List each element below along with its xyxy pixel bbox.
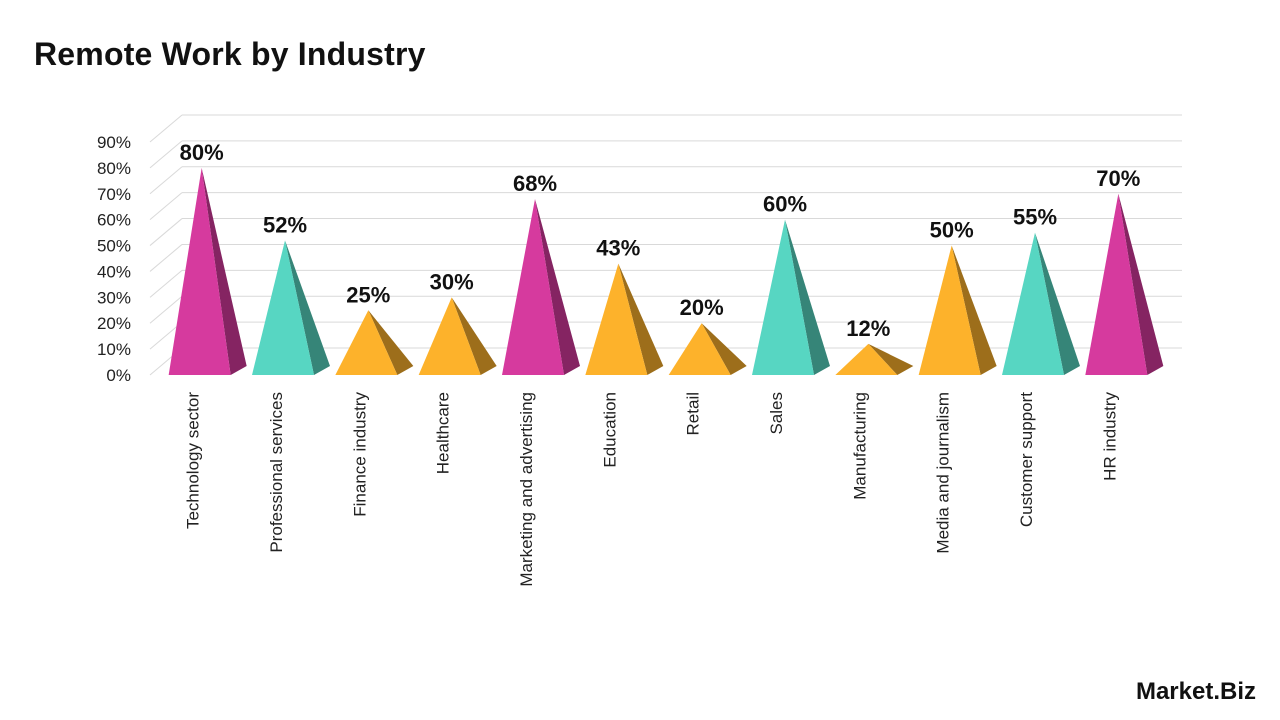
value-label: 60% <box>763 192 807 217</box>
pyramid-bar <box>502 198 580 375</box>
category-labels-layer: Technology sector Professional services Fi… <box>184 392 1120 587</box>
gridline-diagonal <box>149 114 183 143</box>
category-label: Media and journalism <box>934 392 953 554</box>
y-tick-label: 0% <box>106 366 131 385</box>
pyramid-front-face <box>1085 193 1148 375</box>
gridline-diagonal <box>149 192 183 221</box>
pyramid-bar <box>585 263 664 375</box>
value-label: 12% <box>846 316 890 341</box>
pyramid-side-face <box>535 198 580 375</box>
gridline-diagonal <box>149 218 183 246</box>
y-tick-label: 50% <box>97 237 131 256</box>
y-tick-label: 40% <box>97 262 131 281</box>
pyramid-bar <box>168 167 247 375</box>
pyramid-bar <box>835 343 914 375</box>
pyramid-front-face <box>252 240 314 375</box>
gridline-diagonal <box>149 140 183 169</box>
pyramid-front-face <box>668 323 731 375</box>
category-label: Technology sector <box>184 392 203 529</box>
pyramid-bar <box>1085 193 1164 375</box>
pyramid-bar <box>335 310 414 375</box>
y-tick-label: 60% <box>97 211 131 230</box>
gridline-diagonal <box>149 166 183 195</box>
pyramid-side-face <box>451 297 497 375</box>
value-label: 43% <box>596 236 640 261</box>
value-label: 25% <box>346 282 390 307</box>
pyramid-bar <box>418 297 497 375</box>
pyramid-side-face <box>785 219 830 375</box>
category-label: HR industry <box>1100 392 1119 481</box>
pyramid-bar <box>668 323 747 375</box>
y-tick-label: 10% <box>97 340 131 359</box>
pyramid-front-face <box>418 297 481 375</box>
category-label: Education <box>600 392 619 468</box>
value-label: 80% <box>180 140 224 165</box>
pyramid-side-face <box>618 263 664 375</box>
pyramid-side-face <box>201 167 247 375</box>
category-label: Marketing and advertising <box>517 392 536 587</box>
pyramid-side-face <box>951 245 997 375</box>
category-label: Sales <box>767 392 786 435</box>
y-tick-label: 80% <box>97 159 131 178</box>
category-label: Retail <box>684 392 703 435</box>
pyramid-side-face <box>285 240 330 375</box>
y-tick-label: 70% <box>97 185 131 204</box>
value-label: 20% <box>680 295 724 320</box>
pyramid-side-face <box>1118 193 1164 375</box>
grid-layer <box>149 114 1182 376</box>
value-label: 52% <box>263 212 307 237</box>
pyramid-bar <box>918 245 997 375</box>
pyramid-side-face <box>868 343 914 375</box>
pyramid-side-face <box>1035 232 1080 375</box>
category-label: Customer support <box>1017 392 1036 527</box>
value-labels-layer: 80% 52% 25% 30% 68% 43% 20% 60% 12% 50% 55% 70% <box>180 140 1141 341</box>
pyramid-front-face <box>168 167 231 375</box>
y-tick-label: 20% <box>97 314 131 333</box>
value-label: 70% <box>1096 166 1140 191</box>
y-tick-label: 30% <box>97 288 131 307</box>
pyramid-front-face <box>585 263 648 375</box>
bars-layer <box>168 167 1164 375</box>
y-axis-ticks: 0% 10% 20% 30% 40% 50% 60% 70% 80% 90% <box>97 133 131 385</box>
pyramid-side-face <box>368 310 414 375</box>
category-label: Healthcare <box>434 392 453 474</box>
pyramid-front-face <box>335 310 398 375</box>
pyramid-front-face <box>752 219 814 375</box>
pyramid-bar <box>752 219 830 375</box>
pyramid-front-face <box>918 245 981 375</box>
category-label: Professional services <box>267 392 286 553</box>
gridline-diagonal <box>149 269 183 298</box>
pyramid-side-face <box>701 323 747 375</box>
pyramid-front-face <box>835 343 898 375</box>
chart-title: Remote Work by Industry <box>34 36 426 72</box>
category-label: Finance industry <box>350 392 369 517</box>
value-label: 50% <box>930 218 974 243</box>
category-label: Manufacturing <box>850 392 869 500</box>
gridline-diagonal <box>149 295 183 324</box>
value-label: 30% <box>430 269 474 294</box>
y-tick-label: 90% <box>97 133 131 152</box>
value-label: 55% <box>1013 205 1057 230</box>
pyramid-front-face <box>1002 232 1064 375</box>
value-label: 68% <box>513 171 557 196</box>
pyramid-bar <box>1002 232 1080 375</box>
brand-logo: Market.Biz <box>1135 678 1256 705</box>
gridline-diagonal <box>149 244 183 272</box>
pyramid-bar <box>252 240 330 375</box>
pyramid-front-face <box>502 198 564 375</box>
